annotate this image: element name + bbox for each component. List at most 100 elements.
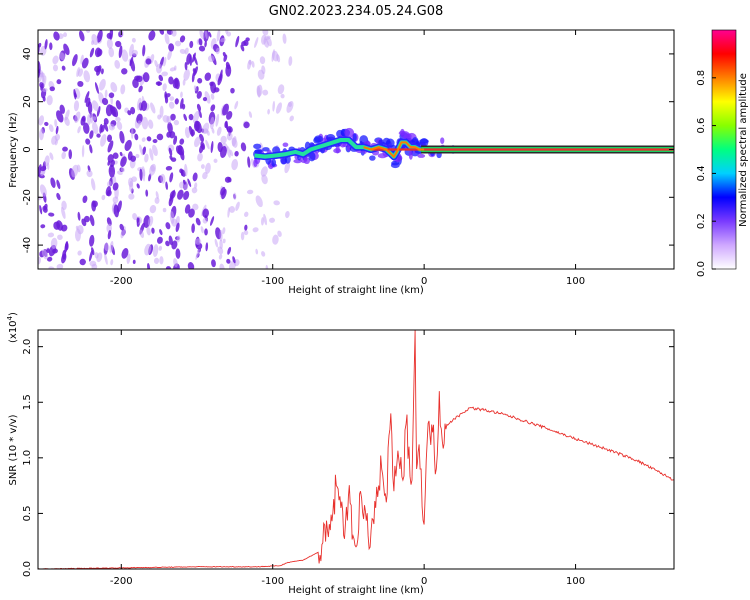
noise-speck (205, 162, 211, 174)
noise-speck (179, 98, 184, 110)
trace-halo (340, 128, 346, 137)
noise-speck (128, 193, 135, 200)
noise-speck (219, 239, 223, 250)
x-tick-label: -200 (110, 576, 133, 587)
noise-speck (92, 100, 99, 112)
noise-speck (280, 93, 285, 99)
trace-halo (282, 142, 289, 148)
noise-speck (213, 87, 220, 93)
noise-speck (240, 44, 245, 52)
noise-speck (261, 174, 268, 185)
noise-speck (139, 168, 143, 181)
noise-speck (232, 256, 236, 264)
trace-halo (369, 155, 376, 161)
noise-speck (130, 155, 137, 162)
noise-speck (107, 134, 113, 143)
noise-speck (162, 207, 167, 213)
snr-y-label: SNR (10 * v/v) (8, 414, 19, 485)
noise-speck (149, 204, 157, 214)
noise-speck (82, 195, 88, 204)
noise-speck (200, 141, 206, 150)
noise-speck (204, 40, 207, 48)
noise-speck (159, 105, 164, 118)
noise-speck (233, 192, 237, 200)
noise-speck (114, 160, 118, 165)
colorbar-tick-label: 0.4 (696, 165, 707, 181)
noise-speck (42, 87, 48, 92)
noise-speck (159, 256, 164, 265)
noise-speck (136, 183, 140, 189)
noise-speck (179, 138, 185, 145)
noise-speck (162, 83, 167, 92)
noise-speck (112, 152, 119, 160)
noise-speck (230, 87, 235, 94)
noise-speck (224, 120, 228, 129)
noise-speck (149, 163, 156, 176)
noise-speck (91, 34, 99, 46)
noise-speck (165, 222, 171, 230)
noise-speck (41, 249, 48, 260)
noise-speck (54, 139, 59, 146)
noise-speck (166, 115, 172, 124)
noise-speck (99, 78, 106, 91)
x-tick-label: 0 (421, 576, 427, 587)
noise-speck (276, 53, 281, 63)
noise-speck (174, 65, 177, 71)
spectrogram-x-label: Height of straight line (km) (288, 285, 424, 296)
y-tick-label: 40 (22, 48, 33, 61)
noise-speck (121, 49, 129, 62)
noise-speck (44, 39, 48, 50)
noise-speck (103, 242, 110, 252)
noise-speck (142, 44, 146, 57)
noise-speck (191, 187, 198, 194)
noise-speck (38, 256, 42, 265)
noise-speck (86, 113, 92, 126)
noise-speck (44, 155, 50, 167)
noise-speck (248, 59, 252, 65)
noise-speck (156, 133, 164, 141)
noise-speck (155, 191, 159, 199)
noise-speck (192, 203, 199, 211)
noise-speck (178, 149, 183, 156)
noise-speck (158, 245, 163, 251)
noise-speck (218, 254, 223, 260)
noise-speck (227, 246, 232, 255)
noise-speck (168, 101, 175, 109)
trace-halo (308, 151, 316, 162)
noise-speck (54, 133, 61, 141)
noise-speck (197, 152, 203, 162)
noise-speck (189, 54, 193, 66)
noise-speck (231, 136, 237, 147)
noise-speck (84, 91, 90, 103)
y-tick-label: -20 (22, 189, 33, 205)
noise-speck (119, 130, 125, 144)
noise-speck (198, 45, 206, 52)
noise-speck (46, 248, 51, 253)
noise-speck (152, 244, 159, 257)
snr-panel: -200 -100 0 100 0.0 0.5 1.0 1.5 2.0 Height of s… (6, 312, 675, 596)
noise-speck (81, 145, 85, 158)
noise-speck (85, 97, 91, 108)
trace-halo (253, 143, 262, 150)
noise-speck (91, 247, 95, 256)
noise-speck (89, 234, 95, 247)
noise-speck (210, 141, 214, 153)
noise-speck (40, 166, 47, 172)
noise-speck (263, 213, 267, 226)
noise-speck (52, 248, 58, 254)
noise-speck (114, 59, 121, 69)
noise-speck (157, 114, 162, 120)
noise-speck (198, 109, 202, 119)
noise-speck (184, 163, 188, 177)
noise-speck (227, 207, 230, 218)
noise-speck (38, 72, 44, 83)
noise-speck (147, 215, 154, 227)
colorbar-gradient (712, 30, 736, 269)
noise-speck (266, 36, 272, 47)
noise-speck (136, 75, 143, 83)
noise-speck (153, 257, 160, 264)
noise-speck (152, 144, 158, 157)
noise-speck (155, 81, 163, 86)
noise-speck (163, 57, 167, 67)
noise-speck (92, 116, 97, 121)
